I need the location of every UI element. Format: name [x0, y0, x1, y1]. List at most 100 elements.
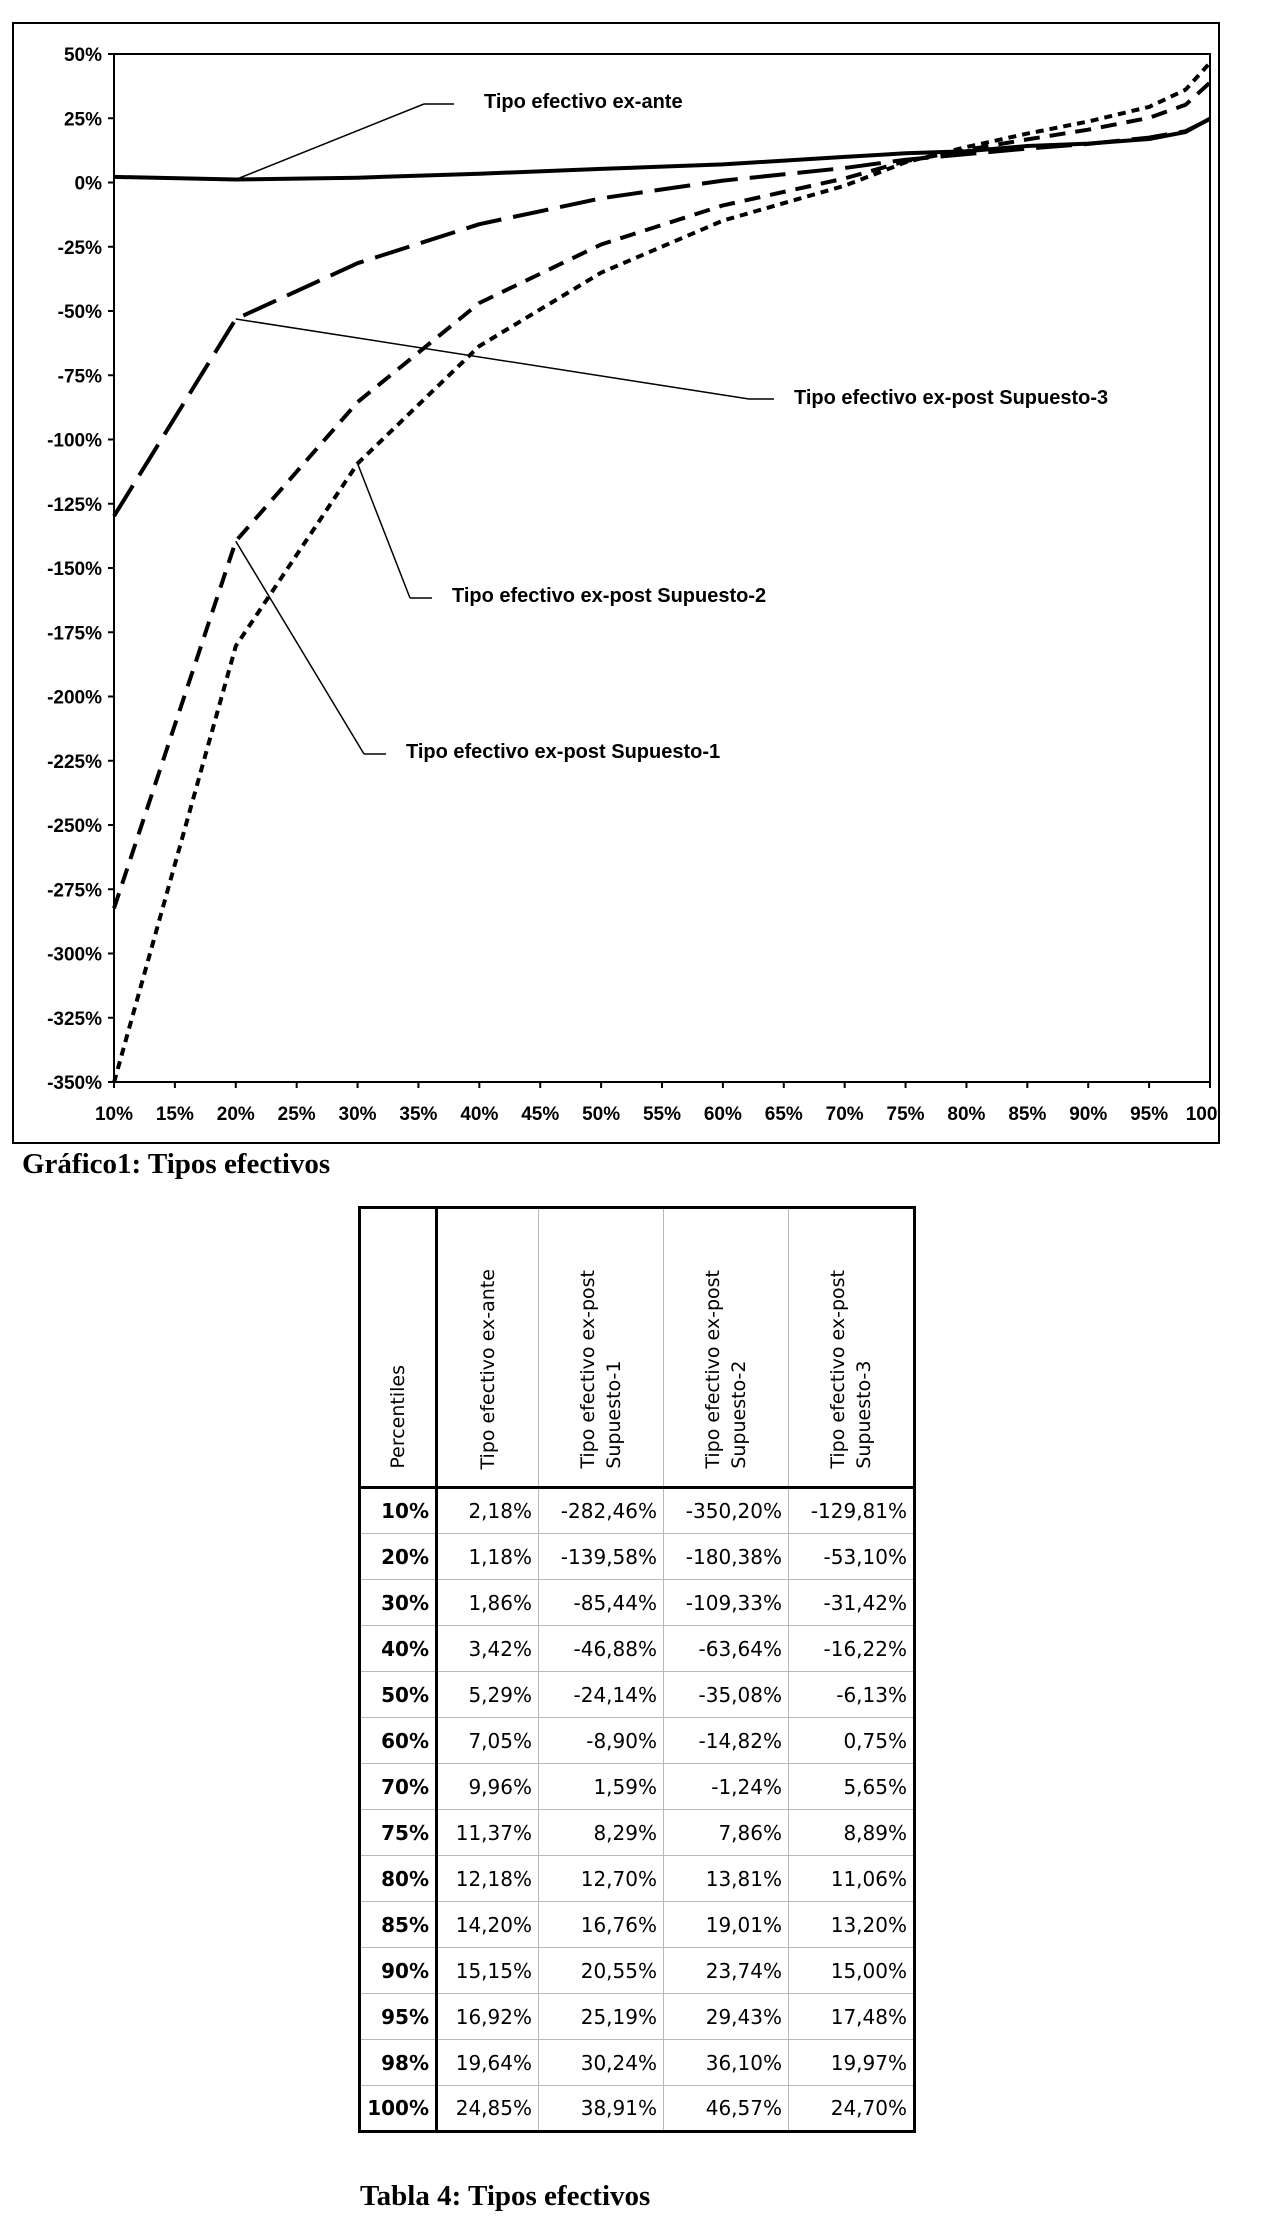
- table-row: 98% 19,64% 30,24% 36,10% 19,97%: [359, 2039, 915, 2086]
- value-cell: 25,19%: [538, 1993, 664, 2040]
- x-tick-label: 15%: [156, 1104, 194, 1125]
- value-cell: 46,57%: [663, 2085, 789, 2132]
- table-row: 20% 1,18% -139,58% -180,38% -53,10%: [359, 1533, 915, 1580]
- annotation-leader: [235, 318, 750, 400]
- y-tick-label: -250%: [47, 816, 102, 837]
- data-table: Percentiles Tipo efectivo ex-ante Tipo e…: [358, 1206, 916, 2133]
- y-tick-label: -150%: [47, 559, 102, 580]
- value-cell: -6,13%: [788, 1671, 915, 1718]
- percentile-cell: 80%: [359, 1855, 438, 1902]
- table-row: 95% 16,92% 25,19% 29,43% 17,48%: [359, 1993, 915, 2040]
- annotation-leader: [235, 540, 365, 755]
- value-cell: 13,81%: [663, 1855, 789, 1902]
- percentile-cell: 40%: [359, 1625, 438, 1672]
- value-cell: 24,85%: [436, 2085, 539, 2132]
- value-cell: -109,33%: [663, 1579, 789, 1626]
- value-cell: -46,88%: [538, 1625, 664, 1672]
- y-tick-label: 25%: [64, 109, 102, 130]
- header-ex-ante: Tipo efectivo ex-ante: [436, 1207, 539, 1489]
- value-cell: -350,20%: [663, 1487, 789, 1534]
- value-cell: -24,14%: [538, 1671, 664, 1718]
- value-cell: -8,90%: [538, 1717, 664, 1764]
- value-cell: -53,10%: [788, 1533, 915, 1580]
- percentile-cell: 70%: [359, 1763, 438, 1810]
- header-supuesto-2: Tipo efectivo ex-post Supuesto-2: [663, 1207, 789, 1489]
- percentile-cell: 60%: [359, 1717, 438, 1764]
- y-tick-label: -100%: [47, 431, 102, 452]
- value-cell: -1,24%: [663, 1763, 789, 1810]
- value-cell: -282,46%: [538, 1487, 664, 1534]
- x-tick-label: 45%: [521, 1104, 559, 1125]
- table-body: 10% 2,18% -282,46% -350,20% -129,81% 20% 1,18%…: [359, 1487, 915, 2132]
- value-cell: 0,75%: [788, 1717, 915, 1764]
- value-cell: 19,97%: [788, 2039, 915, 2086]
- value-cell: 12,70%: [538, 1855, 664, 1902]
- value-cell: 7,05%: [436, 1717, 539, 1764]
- value-cell: 15,15%: [436, 1947, 539, 1994]
- value-cell: 7,86%: [663, 1809, 789, 1856]
- percentile-cell: 50%: [359, 1671, 438, 1718]
- y-tick-label: 50%: [64, 45, 102, 66]
- header-supuesto-1: Tipo efectivo ex-post Supuesto-1: [538, 1207, 664, 1489]
- x-tick-label: 25%: [278, 1104, 316, 1125]
- value-cell: -139,58%: [538, 1533, 664, 1580]
- value-cell: -180,38%: [663, 1533, 789, 1580]
- x-tick-label: 80%: [947, 1104, 985, 1125]
- x-tick-label: 60%: [704, 1104, 742, 1125]
- value-cell: 16,76%: [538, 1901, 664, 1948]
- value-cell: 11,06%: [788, 1855, 915, 1902]
- table-row: 50% 5,29% -24,14% -35,08% -6,13%: [359, 1671, 915, 1718]
- percentile-cell: 100%: [359, 2085, 438, 2132]
- percentile-cell: 30%: [359, 1579, 438, 1626]
- value-cell: -35,08%: [663, 1671, 789, 1718]
- value-cell: 1,86%: [436, 1579, 539, 1626]
- annotation-leader: [235, 103, 425, 181]
- table-row: 75% 11,37% 8,29% 7,86% 8,89%: [359, 1809, 915, 1856]
- x-tick-label: 20%: [217, 1104, 255, 1125]
- y-tick-label: -125%: [47, 495, 102, 516]
- table-row: 10% 2,18% -282,46% -350,20% -129,81%: [359, 1487, 915, 1534]
- x-tick-label: 85%: [1008, 1104, 1046, 1125]
- percentile-cell: 95%: [359, 1993, 438, 2040]
- x-tick-label: 35%: [399, 1104, 437, 1125]
- value-cell: -129,81%: [788, 1487, 915, 1534]
- x-tick-label: 95%: [1130, 1104, 1168, 1125]
- percentile-cell: 98%: [359, 2039, 438, 2086]
- table-row: 80% 12,18% 12,70% 13,81% 11,06%: [359, 1855, 915, 1902]
- y-tick-label: -75%: [58, 366, 102, 387]
- y-tick-label: -275%: [47, 880, 102, 901]
- value-cell: 24,70%: [788, 2085, 915, 2132]
- x-tick-label: 70%: [826, 1104, 864, 1125]
- value-cell: 29,43%: [663, 1993, 789, 2040]
- series-line-3: [112, 61, 1212, 1084]
- value-cell: -14,82%: [663, 1717, 789, 1764]
- value-cell: 14,20%: [436, 1901, 539, 1948]
- value-cell: 9,96%: [436, 1763, 539, 1810]
- annotation-label: Tipo efectivo ex-post Supuesto-2: [452, 585, 766, 607]
- value-cell: -63,64%: [663, 1625, 789, 1672]
- value-cell: 20,55%: [538, 1947, 664, 1994]
- value-cell: 5,29%: [436, 1671, 539, 1718]
- value-cell: 12,18%: [436, 1855, 539, 1902]
- table-row: 40% 3,42% -46,88% -63,64% -16,22%: [359, 1625, 915, 1672]
- x-tick-label: 40%: [460, 1104, 498, 1125]
- y-tick-label: -325%: [47, 1009, 102, 1030]
- value-cell: -16,22%: [788, 1625, 915, 1672]
- table-row: 30% 1,86% -85,44% -109,33% -31,42%: [359, 1579, 915, 1626]
- x-tick-label: 30%: [339, 1104, 377, 1125]
- percentile-cell: 75%: [359, 1809, 438, 1856]
- table-row: 100% 24,85% 38,91% 46,57% 24,70%: [359, 2085, 915, 2132]
- table-row: 70% 9,96% 1,59% -1,24% 5,65%: [359, 1763, 915, 1810]
- y-tick-label: -200%: [47, 688, 102, 709]
- value-cell: 2,18%: [436, 1487, 539, 1534]
- value-cell: 1,18%: [436, 1533, 539, 1580]
- y-tick-label: 0%: [75, 174, 103, 195]
- y-tick-label: -225%: [47, 752, 102, 773]
- header-percentiles: Percentiles: [359, 1207, 438, 1489]
- chart-frame: 50% 25% 0% -25% -50% -75% -100% -125% -150% -175%…: [12, 22, 1220, 1144]
- value-cell: 16,92%: [436, 1993, 539, 2040]
- x-tick-label: 10%: [95, 1104, 133, 1125]
- y-tick-label: -175%: [47, 623, 102, 644]
- series-line-4: [112, 117, 1211, 518]
- value-cell: 3,42%: [436, 1625, 539, 1672]
